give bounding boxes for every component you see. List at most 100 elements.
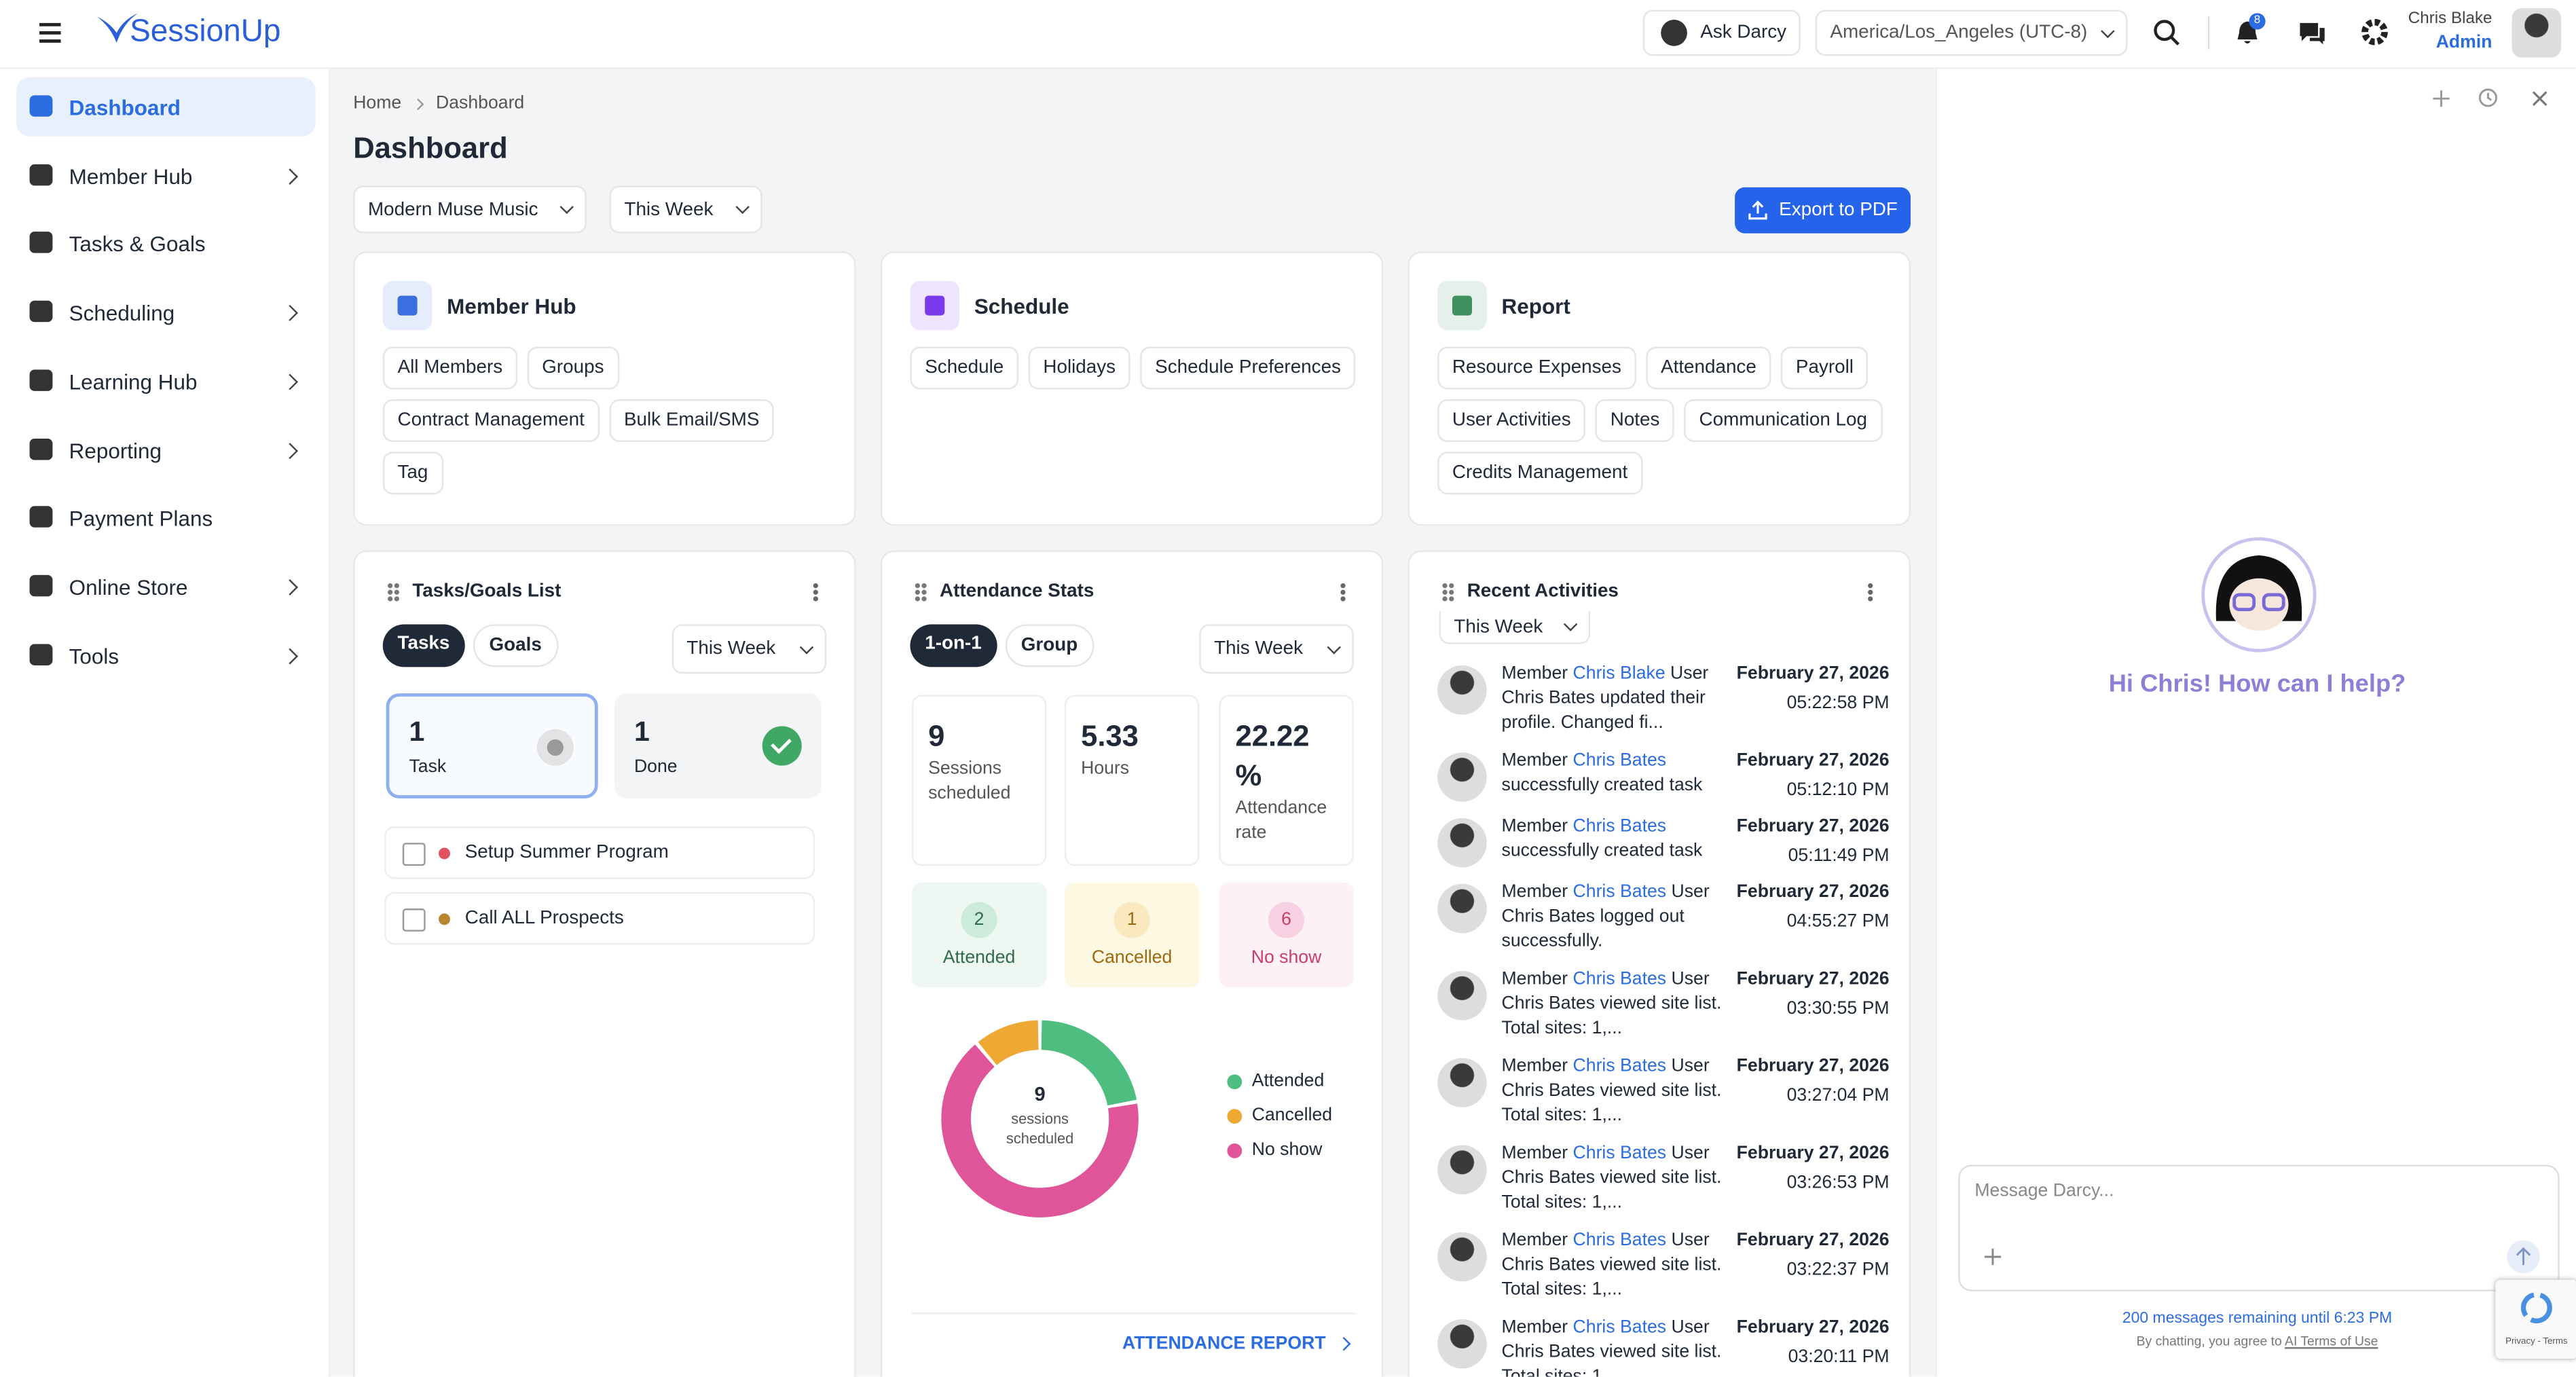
done-counter[interactable]: 1 Done — [614, 693, 822, 798]
breadcrumb-link[interactable]: Home — [353, 93, 402, 113]
stat-value: 22.22 % — [1235, 719, 1310, 792]
card-icon-glyph — [1452, 295, 1472, 316]
quick-link[interactable]: Attendance — [1646, 346, 1771, 390]
new-chat-button[interactable] — [2431, 89, 2451, 109]
quick-link[interactable]: Contract Management — [382, 399, 600, 442]
close-button[interactable] — [2532, 90, 2548, 107]
period-select[interactable]: This Week — [609, 185, 762, 234]
activity-description: User Chris Bates viewed site list. Total… — [1501, 1143, 1722, 1213]
breakdown-box: 6 No show — [1219, 882, 1354, 988]
breakdown-value: 6 — [1268, 902, 1305, 938]
nav-label: Tasks & Goals — [69, 232, 206, 257]
brand-logo — [96, 13, 139, 43]
ask-darcy-button[interactable]: Ask Darcy — [1642, 10, 1801, 56]
card-menu[interactable] — [1868, 589, 1873, 595]
donut-segment — [978, 1020, 1039, 1066]
task-checkbox[interactable] — [402, 843, 426, 866]
search-button[interactable] — [2152, 18, 2182, 48]
quick-link[interactable]: Schedule — [910, 346, 1019, 390]
task-checkbox[interactable] — [402, 908, 426, 932]
stat-value: 5.33 — [1081, 719, 1139, 753]
send-button[interactable] — [2507, 1240, 2540, 1274]
activity-member[interactable]: Chris Bates — [1572, 1056, 1667, 1076]
quick-link[interactable]: Credits Management — [1437, 452, 1642, 495]
activity-time: 05:12:10 PM — [1786, 780, 1890, 801]
activity-text: Member Chris Bates User Chris Bates view… — [1502, 1142, 1724, 1216]
tab[interactable]: Goals — [473, 624, 559, 667]
legend-swatch — [1227, 1108, 1243, 1123]
activity-member[interactable]: Chris Bates — [1572, 969, 1667, 989]
activity-member[interactable]: Chris Bates — [1572, 1230, 1667, 1251]
activity-member[interactable]: Chris Bates — [1572, 816, 1667, 837]
attach-button[interactable] — [1983, 1247, 2002, 1266]
activity-description: successfully created task — [1501, 775, 1703, 796]
nav-item[interactable]: Reporting — [16, 420, 315, 479]
tab[interactable]: 1-on-1 — [910, 624, 997, 667]
period-select[interactable]: This Week — [671, 624, 827, 674]
activity-member[interactable]: Chris Blake — [1572, 663, 1666, 684]
quick-link[interactable]: Groups — [527, 346, 619, 390]
messages-button[interactable] — [2298, 20, 2326, 46]
activity-member[interactable]: Chris Bates — [1572, 1143, 1667, 1164]
nav-item[interactable]: Scheduling — [16, 282, 315, 342]
quick-link[interactable]: User Activities — [1437, 399, 1586, 442]
organization-select[interactable]: Modern Muse Music — [353, 185, 587, 234]
drag-handle — [915, 589, 920, 595]
nav-item[interactable]: Online Store — [16, 557, 315, 616]
quick-link[interactable]: Resource Expenses — [1437, 346, 1636, 390]
chat-remaining: 200 messages remaining until 6:23 PM — [2122, 1309, 2393, 1328]
nav-item[interactable]: Member Hub — [16, 146, 315, 205]
period-select[interactable]: This Week — [1199, 624, 1354, 674]
activity-prefix: Member — [1501, 816, 1568, 837]
user-avatar[interactable] — [2511, 8, 2562, 58]
card-menu[interactable] — [813, 589, 818, 595]
activities-card: Recent Activities This Week Member Chris B… — [1407, 550, 1911, 1377]
legend-item: No show — [1227, 1140, 1322, 1160]
nav-item[interactable]: Dashboard — [16, 77, 316, 136]
activity-item: Member Chris Bates User Chris Bates view… — [1437, 1142, 1890, 1229]
quick-link[interactable]: Tag — [382, 452, 443, 495]
task-label: Setup Summer Program — [464, 843, 669, 863]
period-label: This Week — [624, 199, 714, 220]
activity-prefix: Member — [1501, 1056, 1568, 1076]
nav-item[interactable]: Learning Hub — [16, 351, 315, 410]
quick-link[interactable]: Notes — [1595, 399, 1675, 442]
nav-item[interactable]: Tasks & Goals — [16, 214, 315, 273]
stat-box: 9 Sessions scheduled — [911, 695, 1047, 866]
card-menu[interactable] — [1340, 589, 1346, 595]
activity-item: Member Chris Bates successfully created … — [1437, 749, 1890, 815]
activity-member[interactable]: Chris Bates — [1572, 1317, 1667, 1338]
quick-link[interactable]: Schedule Preferences — [1140, 346, 1356, 390]
quick-link[interactable]: Communication Log — [1684, 399, 1882, 442]
quick-link[interactable]: Payroll — [1781, 346, 1869, 390]
nav-expand — [282, 305, 299, 322]
nav-item[interactable]: Tools — [16, 625, 315, 684]
task-counter[interactable]: 1 Task — [386, 693, 598, 798]
timezone-select[interactable]: America/Los_Angeles (UTC-8) — [1815, 10, 2128, 56]
chat-greeting: Hi Chris! How can I help? — [2108, 670, 2406, 699]
activity-time: 05:11:49 PM — [1788, 846, 1890, 866]
attendance-report-link[interactable]: ATTENDANCE REPORT — [1122, 1334, 1351, 1354]
recaptcha-badge: Privacy - Terms — [2495, 1279, 2576, 1359]
activity-avatar — [1437, 883, 1487, 934]
tab[interactable]: Group — [1004, 624, 1094, 667]
activity-item: Member Chris Bates User Chris Bates view… — [1437, 1316, 1890, 1377]
terms-link[interactable]: AI Terms of Use — [2285, 1334, 2378, 1349]
export-button[interactable]: Export to PDF — [1735, 187, 1911, 234]
menu-button[interactable] — [39, 22, 61, 26]
activity-prefix: Member — [1501, 750, 1568, 771]
activity-member[interactable]: Chris Bates — [1572, 882, 1667, 902]
settings-button[interactable] — [2361, 18, 2389, 46]
quick-link[interactable]: Holidays — [1028, 346, 1130, 390]
activity-item: Member Chris Bates successfully created … — [1437, 815, 1890, 881]
quick-link[interactable]: Bulk Email/SMS — [609, 399, 775, 442]
quick-link[interactable]: All Members — [382, 346, 517, 390]
history-button[interactable] — [2478, 87, 2499, 108]
chat-input[interactable]: Message Darcy... — [1958, 1164, 2560, 1291]
stat-label: Hours — [1081, 758, 1130, 779]
tab[interactable]: Tasks — [382, 624, 465, 667]
period-select[interactable]: This Week — [1439, 611, 1591, 644]
nav-item[interactable]: Payment Plans — [16, 488, 315, 547]
done-icon — [762, 726, 802, 766]
activity-member[interactable]: Chris Bates — [1572, 750, 1667, 771]
